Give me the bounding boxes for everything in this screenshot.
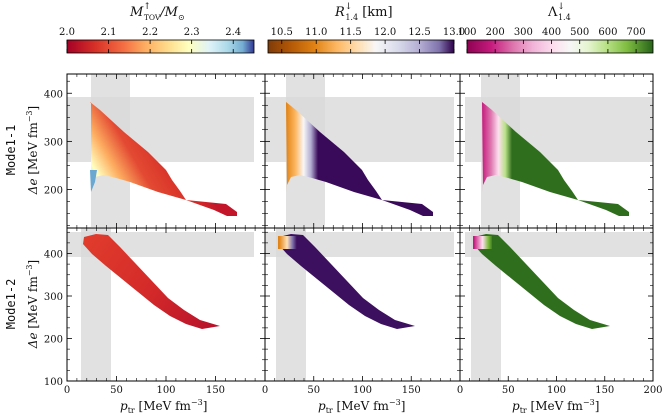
axis-ticks: 200 300 400 100 200 300 400 0 50 100 150 0 50 100 150 0… [44, 74, 663, 396]
xtick-label: 0 [262, 385, 268, 396]
region-lambda-row2 [473, 234, 610, 329]
ytick-label: 400 [44, 250, 63, 261]
region-lambda-row1 [482, 102, 629, 216]
row1-data-regions [90, 102, 629, 216]
region-mass-row1 [90, 102, 237, 216]
xtick-label: 50 [502, 385, 515, 396]
row1-shaded-bands [67, 74, 653, 227]
row2-data-regions [83, 234, 610, 329]
colorbar-mass-label: M↑ TOV/M⊙ [129, 2, 185, 22]
xtick-label: 150 [402, 385, 421, 396]
xlabel-col2: ptr [MeV fm−3] [318, 398, 405, 415]
colorbar-tick-label: 12.5 [408, 27, 430, 38]
row1-model-label: Mode1-1 [4, 125, 18, 176]
colorbar-tick-label: 11.0 [305, 27, 327, 38]
colorbar-tick-label: 700 [627, 27, 646, 38]
row2-model-label: Mode1-2 [4, 279, 18, 330]
ylabel-row1: Δe [MeV fm−3] [25, 106, 40, 195]
ytick-label: 300 [44, 137, 63, 148]
colorbar-tick-label: 2.1 [101, 27, 117, 38]
colorbar-tick-label: 2.0 [59, 27, 75, 38]
xtick-label: 100 [353, 385, 372, 396]
region-radius-row2-accent [278, 236, 297, 249]
colorbar-tick-label: 13.0 [443, 27, 465, 38]
region-mass-row2 [83, 234, 220, 329]
ytick-label: 100 [44, 377, 63, 388]
xtick-label: 200 [643, 385, 662, 396]
ytick-label: 200 [44, 186, 63, 197]
xlabel-col1: ptr [MeV fm−3] [120, 398, 207, 415]
ytick-label: 300 [44, 292, 63, 303]
xlabels: ptr [MeV fm−3] ptr [MeV fm−3] ptr [MeV f… [120, 398, 599, 415]
colorbar-tick-label: 100 [457, 27, 476, 38]
colorbar-tick-label: 300 [514, 27, 533, 38]
colorbar-tick-label: 2.3 [184, 27, 200, 38]
colorbar-tick-label: 200 [486, 27, 505, 38]
ytick-label: 400 [44, 89, 63, 100]
xtick-label: 150 [595, 385, 614, 396]
ytick-label: 200 [44, 335, 63, 346]
colorbar-lambda [466, 39, 654, 54]
xtick-label: 50 [110, 385, 123, 396]
colorbar-mass [66, 39, 255, 54]
colorbar-tick-label: 400 [542, 27, 561, 38]
colorbar-tick-label: 2.4 [225, 27, 241, 38]
colorbar-mass-gradient [66, 39, 255, 54]
colorbar-tick-label: 10.5 [271, 27, 293, 38]
xtick-label: 50 [307, 385, 320, 396]
xlabel-col3: ptr [MeV fm−3] [512, 398, 599, 415]
xtick-label: 100 [156, 385, 175, 396]
colorbar-tick-label: 600 [598, 27, 617, 38]
colorbar-radius [267, 39, 455, 54]
xtick-label: 0 [457, 385, 463, 396]
colorbar-tick-label: 11.5 [340, 27, 362, 38]
region-radius-row1 [286, 102, 433, 216]
colorbar-tick-label: 12.0 [374, 27, 396, 38]
colorbar-tick-label: 500 [570, 27, 589, 38]
colorbar-radius-gradient [267, 39, 455, 54]
ylabel-row2: Δe [MeV fm−3] [25, 260, 40, 349]
colorbar-lambda-gradient [466, 39, 654, 54]
colorbar-ticks: 2.0 2.1 2.2 2.3 2.4 10.5 11.0 11.5 12.0 12.5 13.01… [59, 27, 646, 53]
region-mass-row1-blue [90, 170, 97, 192]
panels [66, 73, 654, 382]
xtick-label: 0 [64, 385, 70, 396]
xtick-label: 100 [547, 385, 566, 396]
colorbar-lambda-label: Λ↓ 1.4 [547, 2, 571, 22]
colorbar-radius-label: R↓ 1.4 [km] [334, 2, 393, 22]
xtick-label: 150 [206, 385, 225, 396]
colorbar-tick-label: 2.2 [142, 27, 158, 38]
region-radius-row2 [278, 234, 415, 329]
region-lambda-row2-accent [473, 236, 492, 249]
